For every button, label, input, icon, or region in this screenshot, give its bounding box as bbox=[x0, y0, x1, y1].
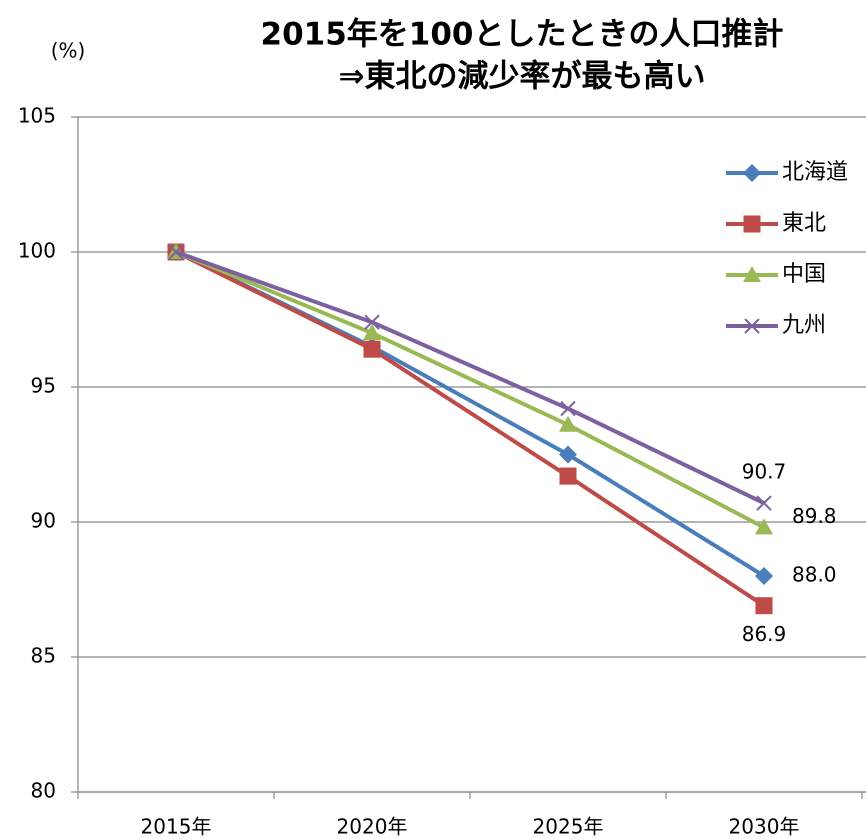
data-point bbox=[363, 324, 381, 340]
data-point bbox=[559, 445, 577, 464]
legend-label: 中国 bbox=[782, 262, 826, 287]
y-tick-label: 85 bbox=[31, 644, 56, 668]
data-point bbox=[755, 597, 773, 615]
data-label: 88.0 bbox=[792, 563, 837, 587]
chart-title: 2015年を100としたときの人口推計 bbox=[261, 17, 784, 53]
legend-label: 九州 bbox=[782, 313, 826, 338]
data-point bbox=[559, 415, 577, 432]
y-tick-label: 100 bbox=[18, 239, 56, 263]
legend-label: 北海道 bbox=[782, 160, 848, 185]
data-point bbox=[755, 518, 773, 535]
data-label: 90.7 bbox=[742, 460, 787, 484]
x-tick-label: 2030年 bbox=[729, 815, 800, 839]
series-line bbox=[175, 250, 766, 608]
x-tick-label: 2020年 bbox=[337, 815, 408, 839]
data-point bbox=[755, 567, 773, 585]
y-axis-label: (%) bbox=[51, 39, 86, 63]
legend-marker bbox=[744, 318, 760, 334]
series-line bbox=[175, 250, 765, 505]
y-tick-label: 90 bbox=[31, 509, 56, 533]
legend-marker bbox=[743, 266, 761, 282]
series-line bbox=[175, 250, 765, 530]
y-tick-label: 95 bbox=[31, 374, 56, 398]
x-tick-label: 2015年 bbox=[141, 815, 212, 839]
y-tick-label: 105 bbox=[18, 104, 56, 128]
data-label: 89.8 bbox=[792, 504, 837, 528]
data-point bbox=[363, 340, 381, 358]
data-point bbox=[168, 244, 184, 260]
legend-marker bbox=[743, 215, 761, 233]
chart-subtitle: ⇒東北の減少率が最も高い bbox=[339, 59, 706, 95]
x-tick-label: 2025年 bbox=[533, 815, 604, 839]
data-point bbox=[756, 495, 772, 511]
data-label: 86.9 bbox=[742, 622, 787, 646]
legend-label: 東北 bbox=[782, 211, 826, 236]
data-point bbox=[364, 314, 380, 330]
data-point bbox=[559, 467, 577, 485]
y-tick-label: 80 bbox=[31, 779, 56, 803]
legend-marker bbox=[743, 164, 761, 182]
data-point bbox=[560, 400, 576, 417]
